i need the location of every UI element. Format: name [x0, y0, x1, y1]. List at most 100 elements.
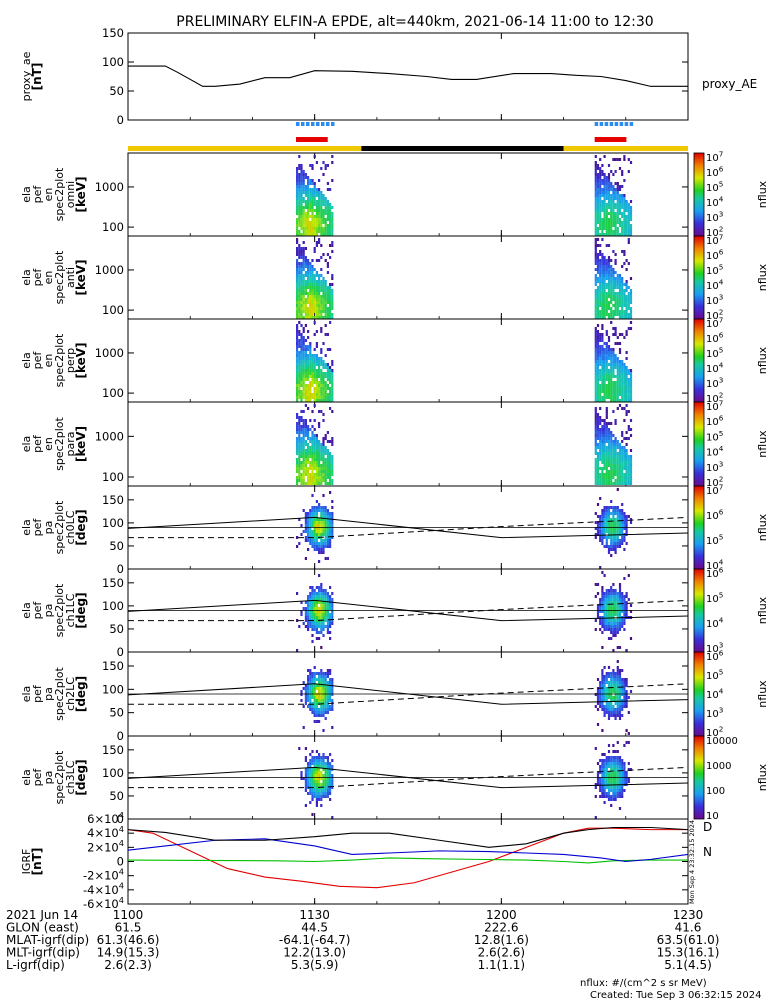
spectrogram-cell	[618, 443, 622, 446]
spectrogram-cell	[329, 705, 332, 708]
spectrogram-cell	[304, 470, 307, 473]
spectrogram-cell	[331, 479, 334, 482]
spectrogram-cell	[331, 765, 334, 768]
spectrogram-cell	[296, 286, 299, 289]
spectrogram-cell	[629, 301, 633, 304]
spectrogram-cell	[603, 179, 606, 182]
spectrogram-cell	[627, 209, 630, 212]
spectrogram-cell	[607, 437, 611, 440]
spectrogram-cell	[607, 396, 611, 399]
spectrogram-cell	[607, 780, 611, 783]
spectrogram-cell	[300, 613, 303, 616]
spectrogram-cell	[614, 768, 617, 771]
spectrogram-cell	[320, 583, 323, 586]
spectrogram-cell	[326, 363, 329, 366]
spectrogram-cell	[625, 693, 628, 696]
spectrogram-cell	[309, 313, 312, 316]
spectrogram-cell	[621, 542, 624, 545]
spectrogram-cell	[329, 669, 332, 672]
spectrogram-cell	[616, 524, 619, 527]
spectrogram-cell	[324, 789, 327, 792]
spectrogram-cell	[331, 780, 334, 783]
spectrogram-cell	[605, 410, 608, 413]
spectrogram-cell	[318, 227, 321, 230]
spectrogram-cell	[621, 283, 624, 286]
spectrogram-cell	[621, 693, 624, 696]
spectrogram-cell	[601, 461, 604, 464]
spectrogram-cell	[311, 777, 314, 780]
spectrogram-cell	[603, 607, 606, 610]
spectrogram-cell	[320, 479, 323, 482]
spectrogram-cell	[603, 711, 606, 714]
spectrogram-cell	[607, 774, 611, 777]
spectrogram-cell	[296, 230, 299, 233]
spectrogram-cell	[621, 598, 624, 601]
spectrogram-cell	[309, 789, 312, 792]
spectrogram-cell	[610, 431, 613, 434]
spectrogram-cell	[329, 536, 332, 539]
spectrogram-cell	[603, 262, 606, 265]
spectrogram-cell	[300, 289, 303, 292]
spectrogram-cell	[307, 783, 310, 786]
y-tick-label: 100	[102, 766, 124, 780]
spectrogram-cell	[329, 292, 332, 295]
spectrogram-cell	[618, 455, 622, 458]
spectrogram-cell	[616, 357, 619, 360]
spectrogram-cell	[621, 286, 624, 289]
spectrogram-cell	[302, 259, 305, 262]
spectrogram-cell	[625, 307, 628, 310]
spectrogram-cell	[616, 301, 619, 304]
spectrogram-cell	[315, 798, 318, 801]
spectrogram-cell	[612, 530, 615, 533]
spectrogram-cell	[618, 589, 622, 592]
spectrogram-cell	[601, 753, 604, 756]
spectrogram-cell	[594, 422, 597, 425]
spectrogram-cell	[313, 461, 316, 464]
spectrogram-cell	[324, 518, 327, 521]
spectrogram-cell	[618, 604, 622, 607]
spectrogram-cell	[621, 280, 624, 283]
spectrogram-cell	[596, 446, 600, 449]
spectrogram-cell	[315, 708, 318, 711]
spectrogram-cell	[304, 515, 307, 518]
spectrogram-cell	[304, 771, 307, 774]
spectrogram-cell	[603, 762, 606, 765]
spectrogram-cell	[331, 536, 334, 539]
spectrogram-cell	[599, 765, 602, 768]
spectrogram-cell	[610, 292, 613, 295]
spectrogram-cell	[331, 461, 334, 464]
spectrogram-cell	[311, 313, 314, 316]
spectrogram-cell	[304, 233, 307, 236]
spectrogram-cells	[296, 571, 633, 652]
spectrogram-cell	[618, 530, 622, 533]
spectrogram-cell	[616, 185, 619, 188]
spectrogram-cell	[605, 428, 608, 431]
spectrogram-cell	[324, 446, 327, 449]
spectrogram-cell	[304, 619, 307, 622]
spectrogram-cell	[612, 687, 615, 690]
spectrogram-cell	[296, 619, 299, 622]
spectrogram-cell	[594, 221, 597, 224]
spectrogram-cell	[326, 774, 329, 777]
spectrogram-cell	[302, 342, 305, 345]
spectrogram-cell	[313, 185, 316, 188]
spectrogram-cell	[307, 610, 310, 613]
spectrogram-cell	[618, 274, 622, 277]
spectrogram-cell	[307, 768, 310, 771]
spectrogram-cell	[594, 244, 597, 247]
spectrogram-cell	[614, 628, 617, 631]
spectrogram-cell	[629, 289, 633, 292]
spectrogram-cell	[625, 696, 628, 699]
spectrogram-cell	[601, 702, 604, 705]
spectrogram-cell	[603, 173, 606, 176]
spectrogram-cell	[318, 675, 321, 678]
y-tick-label: 6×104	[87, 810, 124, 826]
colorbar-tick-label: 102	[706, 308, 723, 323]
spectrogram-cell	[596, 482, 600, 485]
spectrogram-cell	[605, 527, 608, 530]
spectrogram-cell	[623, 678, 626, 681]
spectrogram-cell	[315, 619, 318, 622]
spectrogram-cell	[309, 777, 312, 780]
spectrogram-cell	[322, 598, 325, 601]
spectrogram-cell	[318, 560, 321, 563]
